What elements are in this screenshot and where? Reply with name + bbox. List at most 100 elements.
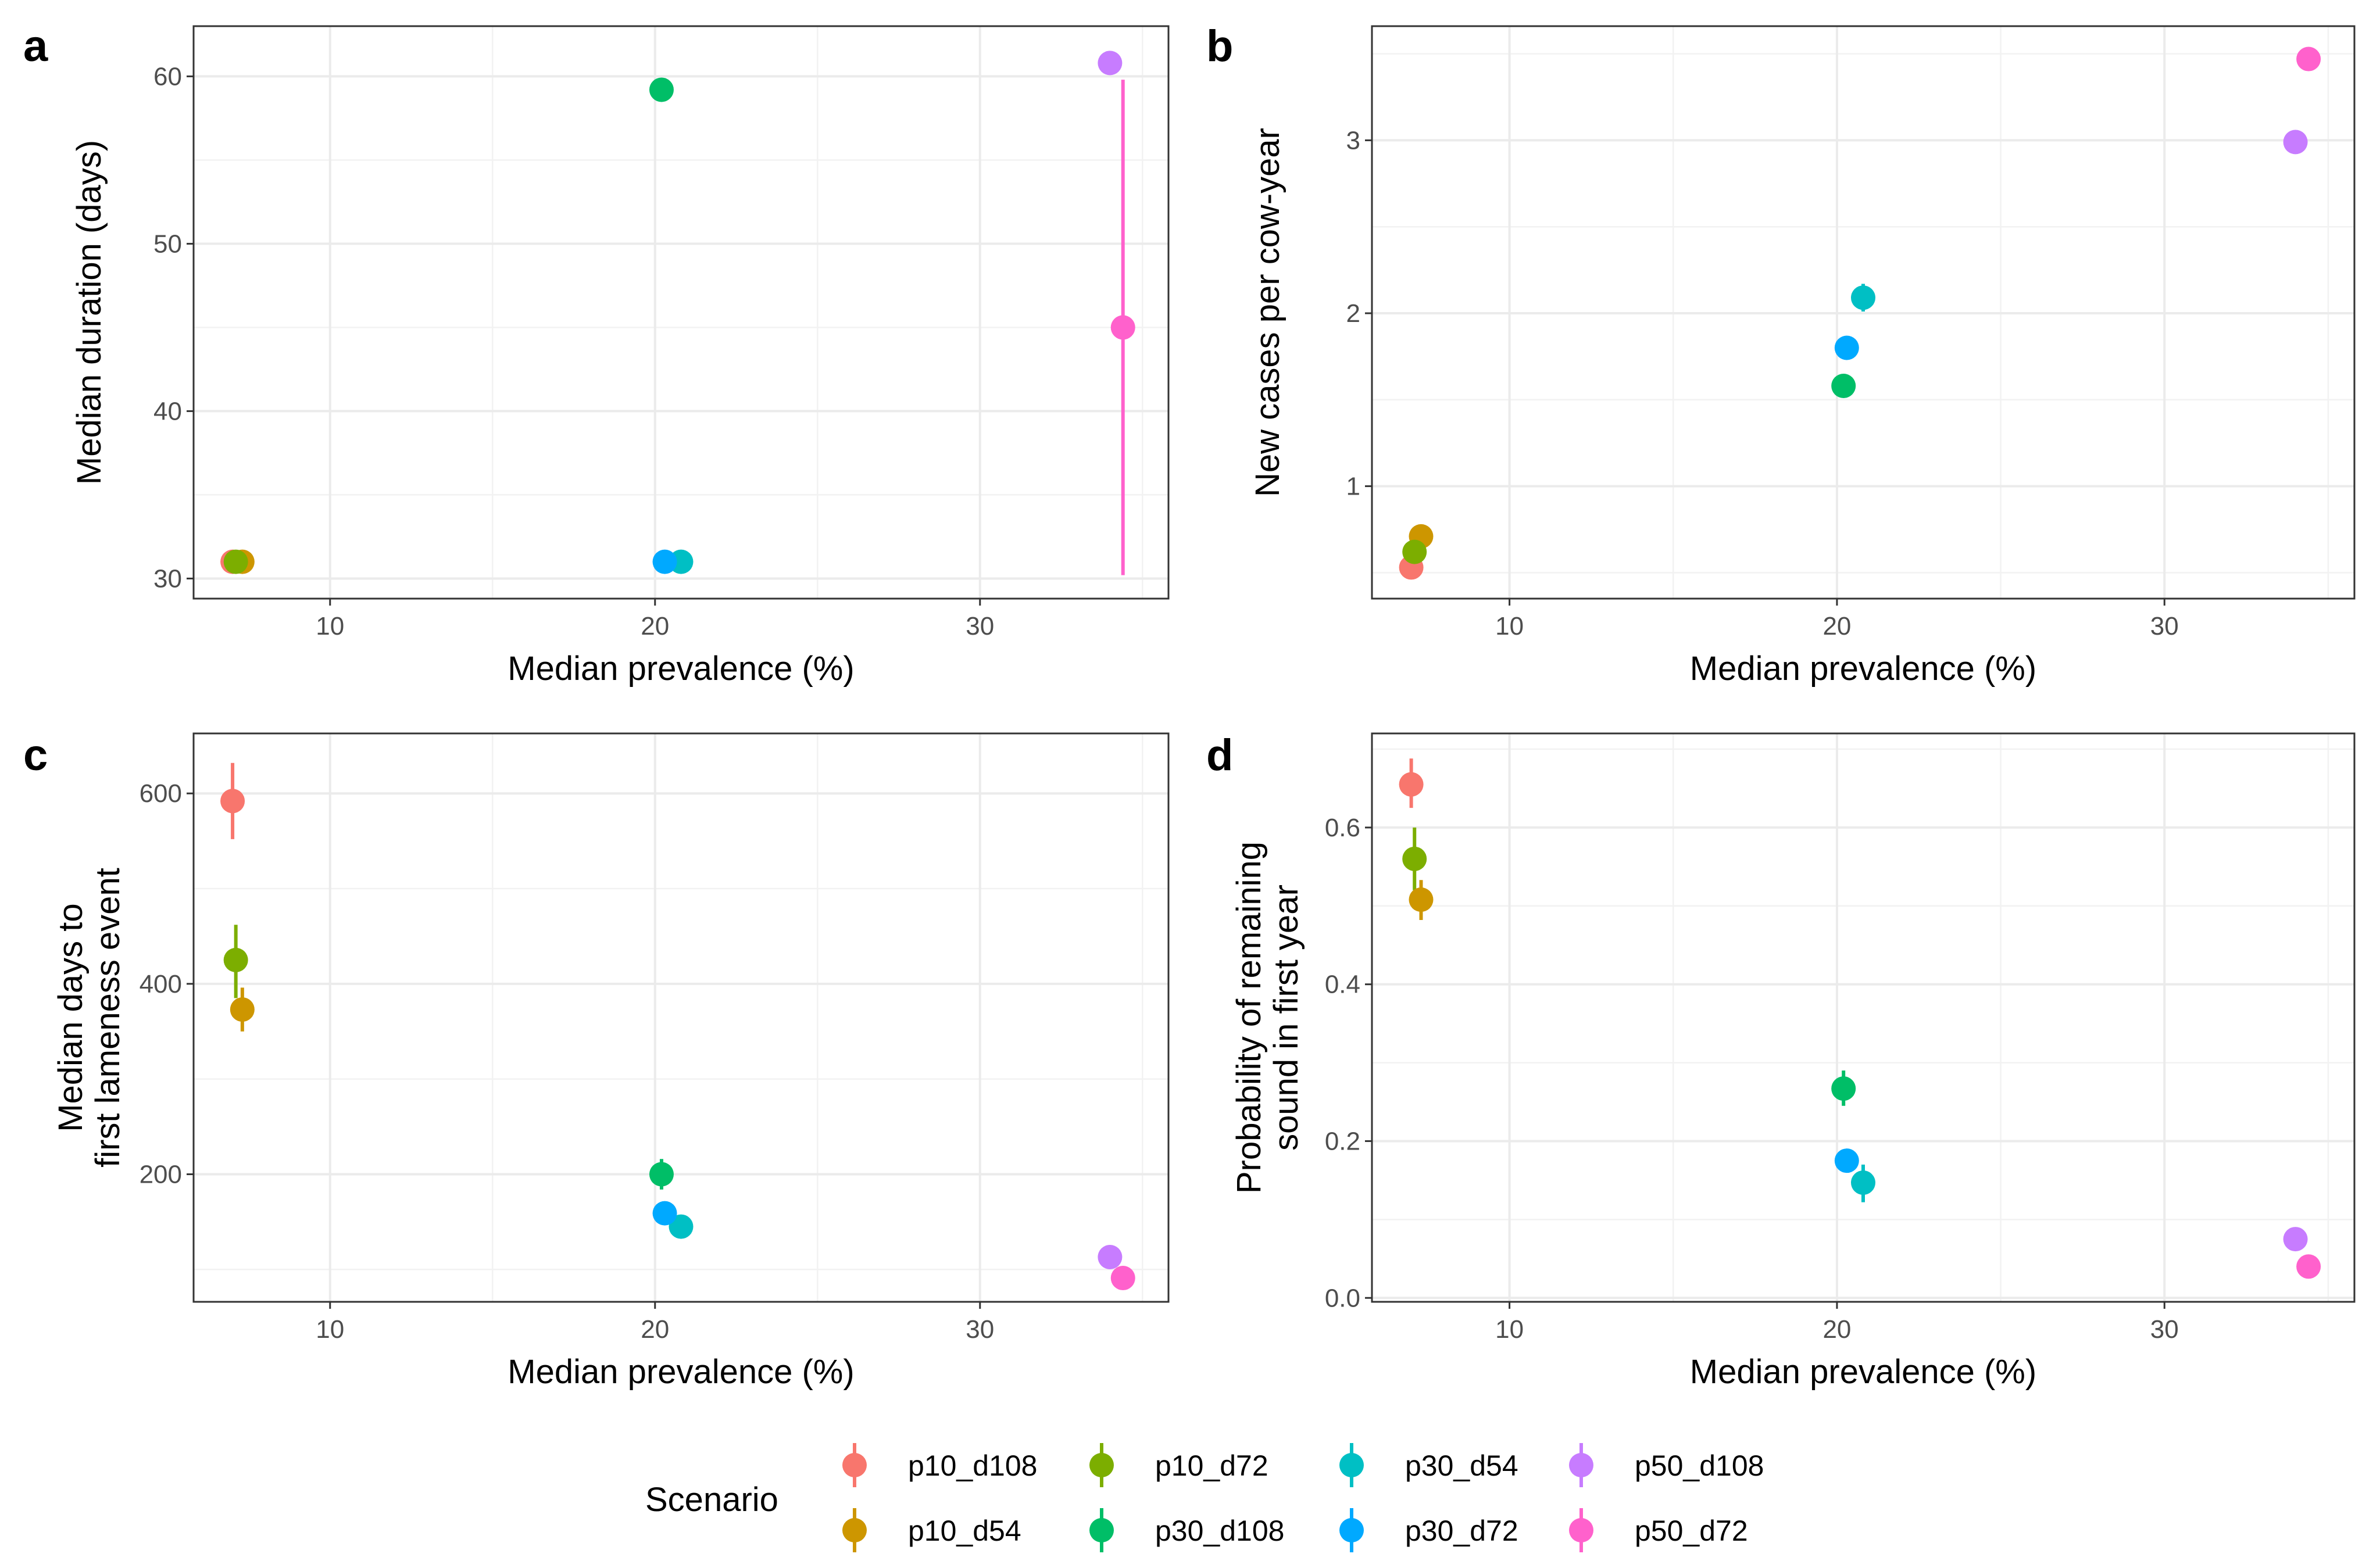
y-tick-label: 30 (153, 564, 182, 593)
x-axis-title: Median prevalence (%) (508, 650, 854, 688)
legend-item-p50_d108: p50_d108 (1569, 1443, 1764, 1487)
legend-item-p30_d54: p30_d54 (1339, 1443, 1518, 1487)
y-tick-label: 60 (153, 62, 182, 91)
y-tick-label: 600 (140, 779, 182, 808)
point-p30_d54 (1851, 285, 1875, 310)
point-p50_d108 (1098, 51, 1123, 76)
panel-background (194, 26, 1168, 599)
point-p10_d54 (1409, 887, 1434, 912)
panel-border (192, 732, 1170, 1303)
legend-label: p10_d72 (1155, 1449, 1268, 1482)
y-tick-label: 0.4 (1325, 971, 1360, 999)
legend-item-p50_d72: p50_d72 (1569, 1508, 1748, 1552)
point-p10_d54 (230, 997, 255, 1022)
point-p50_d72 (2296, 46, 2321, 71)
x-axis-title: Median prevalence (%) (1690, 650, 2036, 688)
y-tick-label: 40 (153, 397, 182, 425)
legend-label: p50_d108 (1635, 1449, 1764, 1482)
panel-border (1371, 732, 2356, 1303)
panel-letter: d (1206, 731, 1233, 780)
y-tick-label: 2 (1346, 299, 1360, 328)
point-p30_d72 (1834, 335, 1859, 360)
x-tick-label: 20 (641, 1315, 669, 1344)
x-tick-label: 10 (316, 612, 344, 640)
panels: 10 20 30 30 40 50 60 Median prevalence (%) Media… (23, 22, 2356, 1391)
panel-background (194, 733, 1168, 1302)
legend-label: p50_d72 (1635, 1515, 1748, 1547)
point-p50_d108 (2283, 130, 2308, 155)
x-tick-label: 10 (316, 1315, 344, 1344)
x-tick-label: 20 (1822, 612, 1851, 640)
point-p30_d108 (1831, 1076, 1856, 1101)
x-tick-label: 30 (2150, 612, 2179, 640)
legend-item-p30_d108: p30_d108 (1089, 1508, 1284, 1552)
y-tick-label: 0.0 (1325, 1284, 1360, 1312)
point-p50_d108 (2283, 1227, 2308, 1252)
y-axis-title: sound in first year (1267, 885, 1305, 1151)
point-p50_d72 (1110, 1266, 1135, 1291)
legend-key-point (1339, 1453, 1364, 1477)
panel-letter: c (23, 731, 48, 780)
point-p30_d72 (652, 1201, 677, 1226)
x-tick-label: 30 (2150, 1315, 2179, 1344)
legend-item-p10_d72: p10_d72 (1089, 1443, 1268, 1487)
x-axis-title: Median prevalence (%) (508, 1353, 854, 1391)
x-tick-label: 30 (966, 612, 994, 640)
point-p30_d108 (649, 77, 674, 102)
point-p50_d72 (2296, 1254, 2321, 1279)
panel-background (1372, 733, 2354, 1302)
point-p10_d108 (1399, 772, 1424, 797)
panel-d: 10 20 30 0.0 0.2 0.4 0.6 Median prevalence (%) P… (1206, 731, 2356, 1391)
point-p10_d72 (223, 549, 248, 574)
legend-key-point (1569, 1453, 1593, 1477)
y-tick-label: 50 (153, 230, 182, 258)
y-axis-title: first lameness event (89, 868, 127, 1168)
y-tick-label: 200 (140, 1160, 182, 1188)
legend-label: p10_d54 (908, 1515, 1021, 1547)
legend-item-p10_d54: p10_d54 (842, 1508, 1021, 1552)
legend: Scenario p10_d108 p10_d54 p10_d72 p30_d108 p3… (645, 1443, 1764, 1552)
point-p30_d72 (1834, 1148, 1859, 1173)
panel-b: 10 20 30 1 2 3 Median prevalence (%) New cases … (1206, 22, 2356, 688)
point-p50_d108 (1098, 1245, 1123, 1270)
legend-key-point (842, 1453, 867, 1477)
point-p30_d108 (1831, 373, 1856, 398)
legend-title: Scenario (645, 1481, 778, 1519)
y-tick-label: 1 (1346, 472, 1360, 501)
legend-item-p30_d72: p30_d72 (1339, 1508, 1518, 1552)
point-p10_d72 (1402, 539, 1427, 564)
legend-key-point (1089, 1518, 1114, 1542)
x-tick-label: 10 (1495, 1315, 1524, 1344)
panel-a: 10 20 30 30 40 50 60 Median prevalence (%) Media… (23, 22, 1170, 688)
legend-item-p10_d108: p10_d108 (842, 1443, 1037, 1487)
x-tick-label: 20 (641, 612, 669, 640)
y-axis-title: Probability of remaining (1230, 842, 1268, 1194)
y-tick-label: 0.6 (1325, 814, 1360, 842)
point-p50_d72 (1110, 315, 1135, 340)
legend-label: p30_d72 (1405, 1515, 1518, 1547)
point-p10_d108 (220, 789, 245, 814)
point-p30_d54 (669, 1214, 694, 1239)
y-tick-label: 0.2 (1325, 1127, 1360, 1155)
panel-c: 10 20 30 200 400 600 Median prevalence (%) Medi… (23, 731, 1170, 1391)
panel-border (192, 25, 1170, 600)
point-p30_d72 (652, 549, 677, 574)
x-tick-label: 20 (1822, 1315, 1851, 1344)
x-tick-label: 30 (966, 1315, 994, 1344)
x-tick-label: 10 (1495, 612, 1524, 640)
y-axis-title: Median days to (52, 903, 90, 1132)
y-axis-title: New cases per cow-year (1249, 128, 1286, 497)
legend-key-point (842, 1518, 867, 1542)
legend-key-point (1089, 1453, 1114, 1477)
legend-label: p10_d108 (908, 1449, 1037, 1482)
panel-letter: a (23, 22, 48, 71)
legend-key-point (1569, 1518, 1593, 1542)
y-axis-title: Median duration (days) (70, 140, 108, 485)
point-p30_d54 (1851, 1170, 1875, 1195)
point-p10_d72 (1402, 846, 1427, 871)
y-tick-label: 3 (1346, 126, 1360, 155)
legend-label: p30_d108 (1155, 1515, 1284, 1547)
legend-key-point (1339, 1518, 1364, 1542)
point-p30_d108 (649, 1162, 674, 1187)
